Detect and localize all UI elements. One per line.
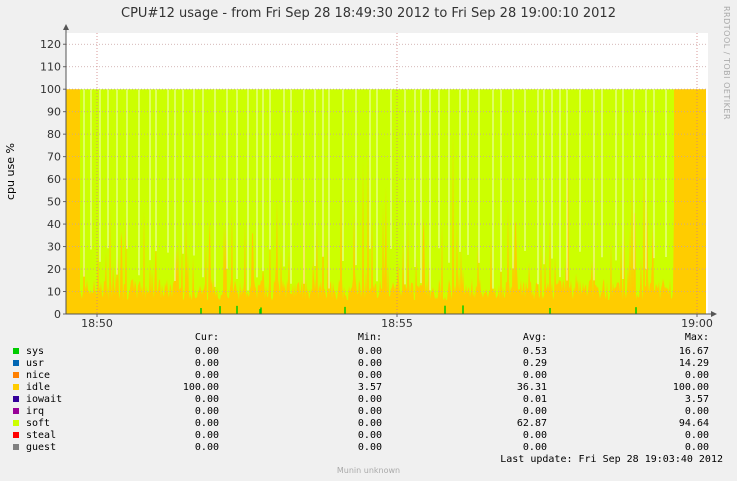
legend-max-value: 0.00 xyxy=(684,430,709,441)
legend-series-name: sys xyxy=(26,346,45,357)
x-axis-arrow xyxy=(711,311,717,317)
legend-max-value: 3.57 xyxy=(684,394,709,405)
legend-max-value: 0.00 xyxy=(684,406,709,417)
legend-cur-value: 0.00 xyxy=(194,358,219,369)
legend-row: iowait 0.00 0.00 0.01 3.57 xyxy=(0,394,737,406)
legend-max-value: 16.67 xyxy=(678,346,709,357)
legend-swatch xyxy=(13,384,19,390)
legend-swatch xyxy=(13,408,19,414)
legend-series-name: idle xyxy=(26,382,51,393)
y-tick-label: 90 xyxy=(47,106,61,119)
legend-min-value: 0.00 xyxy=(357,358,382,369)
legend-cur-value: 0.00 xyxy=(194,370,219,381)
legend-series-name: guest xyxy=(26,442,57,453)
legend-min-value: 0.00 xyxy=(357,406,382,417)
legend-min-value: 3.57 xyxy=(357,382,382,393)
legend-min-value: 0.00 xyxy=(357,346,382,357)
legend-avg-value: 0.01 xyxy=(522,394,547,405)
legend-cur-value: 0.00 xyxy=(194,346,219,357)
header-cur: Cur: xyxy=(194,332,219,343)
legend-series-name: nice xyxy=(26,370,51,381)
chart-title: CPU#12 usage - from Fri Sep 28 18:49:30 … xyxy=(121,6,616,21)
legend-cur-value: 0.00 xyxy=(194,406,219,417)
idle-area xyxy=(80,120,674,314)
y-tick-label: 60 xyxy=(47,173,61,186)
legend-series-name: irq xyxy=(26,406,45,417)
legend-row: soft 0.00 0.00 62.87 94.64 xyxy=(0,418,737,430)
legend-row: usr 0.00 0.00 0.29 14.29 xyxy=(0,358,737,370)
legend-avg-value: 36.31 xyxy=(516,382,547,393)
legend-min-value: 0.00 xyxy=(357,442,382,453)
x-tick-label: 18:50 xyxy=(81,317,113,330)
legend-swatch xyxy=(13,348,19,354)
y-tick-label: 40 xyxy=(47,218,61,231)
legend-max-value: 94.64 xyxy=(678,418,709,429)
y-tick-label: 100 xyxy=(40,83,61,96)
y-tick-label: 10 xyxy=(47,286,61,299)
legend-swatch xyxy=(13,444,19,450)
legend-max-value: 0.00 xyxy=(684,442,709,453)
legend-avg-value: 0.53 xyxy=(522,346,547,357)
legend-series-name: usr xyxy=(26,358,45,369)
legend-avg-value: 0.00 xyxy=(522,430,547,441)
legend-swatch xyxy=(13,372,19,378)
legend-cur-value: 0.00 xyxy=(194,442,219,453)
legend-cur-value: 0.00 xyxy=(194,394,219,405)
legend-min-value: 0.00 xyxy=(357,394,382,405)
legend-avg-value: 0.00 xyxy=(522,406,547,417)
legend-row: idle 100.00 3.57 36.31 100.00 xyxy=(0,382,737,394)
y-tick-label: 50 xyxy=(47,196,61,209)
legend-series-name: iowait xyxy=(26,394,63,405)
header-max: Max: xyxy=(684,332,709,343)
header-min: Min: xyxy=(357,332,382,343)
legend-min-value: 0.00 xyxy=(357,370,382,381)
legend-max-value: 100.00 xyxy=(672,382,709,393)
legend-swatch xyxy=(13,360,19,366)
legend-row: nice 0.00 0.00 0.00 0.00 xyxy=(0,370,737,382)
legend-swatch xyxy=(13,420,19,426)
y-tick-label: 0 xyxy=(54,308,61,321)
legend-row: steal 0.00 0.00 0.00 0.00 xyxy=(0,430,737,442)
legend-avg-value: 0.00 xyxy=(522,370,547,381)
last-update: Last update: Fri Sep 28 19:03:40 2012 xyxy=(500,454,723,465)
legend-avg-value: 62.87 xyxy=(516,418,547,429)
y-tick-label: 20 xyxy=(47,263,61,276)
legend-series-name: soft xyxy=(26,418,51,429)
legend-cur-value: 100.00 xyxy=(182,382,219,393)
legend-swatch xyxy=(13,432,19,438)
legend-row: sys 0.00 0.00 0.53 16.67 xyxy=(0,346,737,358)
legend-min-value: 0.00 xyxy=(357,430,382,441)
legend-max-value: 14.29 xyxy=(678,358,709,369)
y-tick-label: 80 xyxy=(47,128,61,141)
legend-min-value: 0.00 xyxy=(357,418,382,429)
rrdtool-watermark: RRDTOOL / TOBI OETIKER xyxy=(722,6,731,121)
header-avg: Avg: xyxy=(522,332,547,343)
y-tick-label: 110 xyxy=(40,61,61,74)
x-tick-label: 19:00 xyxy=(681,317,713,330)
footer-text: Munin unknown xyxy=(336,466,401,475)
legend-swatch xyxy=(13,396,19,402)
legend-row: guest 0.00 0.00 0.00 0.00 xyxy=(0,442,737,454)
legend-row: irq 0.00 0.00 0.00 0.00 xyxy=(0,406,737,418)
y-tick-label: 70 xyxy=(47,151,61,164)
legend-series-name: steal xyxy=(26,430,57,441)
y-tick-label: 120 xyxy=(40,38,61,51)
legend-cur-value: 0.00 xyxy=(194,430,219,441)
y-tick-label: 30 xyxy=(47,241,61,254)
y-axis-arrow xyxy=(63,24,69,30)
cpu-usage-chart: 0 10 20 30 40 50 60 70 80 90 100 110 120 18:50 18:55 19… xyxy=(40,24,717,330)
legend-avg-value: 0.29 xyxy=(522,358,547,369)
x-tick-label: 18:55 xyxy=(381,317,413,330)
legend-max-value: 0.00 xyxy=(684,370,709,381)
legend-avg-value: 0.00 xyxy=(522,442,547,453)
legend-cur-value: 0.00 xyxy=(194,418,219,429)
